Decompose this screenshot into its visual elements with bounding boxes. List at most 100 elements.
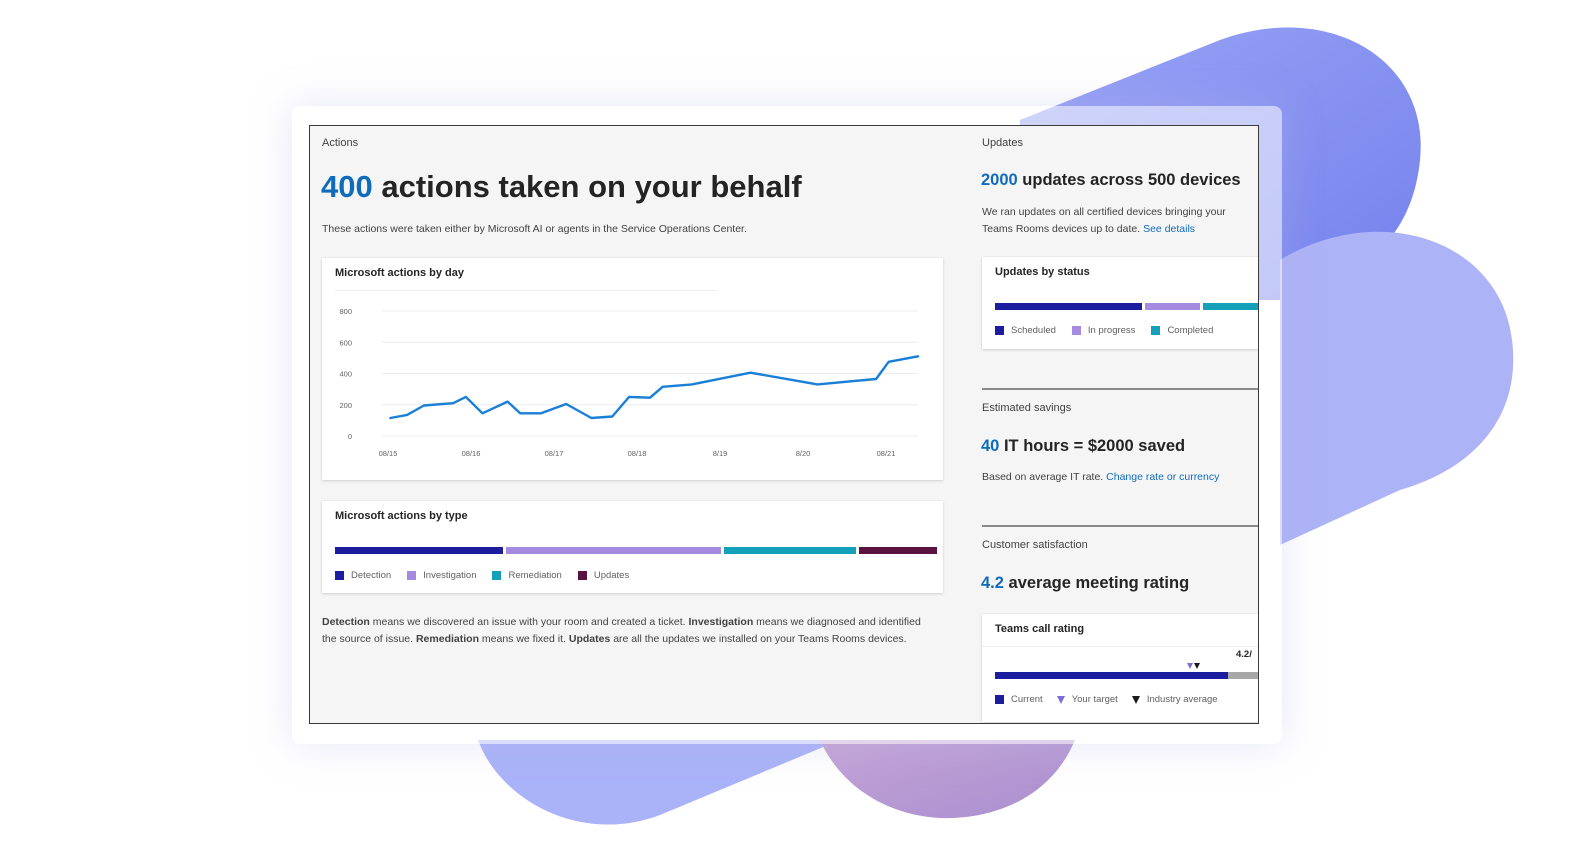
actions-series-line (389, 355, 920, 420)
legend-completed: Completed (1151, 325, 1213, 336)
satisfaction-headline-text: average meeting rating (1003, 574, 1190, 592)
footnote-updates-term: Updates (568, 633, 611, 645)
detection-swatch (335, 571, 344, 580)
satisfaction-headline: 4.2 average meeting rating (981, 574, 1189, 593)
updates-headline: 2000 updates across 500 devices (981, 171, 1241, 190)
y-tick-label: 800 (339, 307, 352, 316)
savings-headline-text: IT hours = $2000 saved (999, 437, 1186, 455)
footnote-detection-desc: means we discovered an issue with your r… (369, 616, 689, 628)
legend-current-label: Current (1011, 694, 1043, 705)
updates-by-status-card: Updates by status Scheduled In progress … (982, 257, 1258, 349)
footnote-remediation-desc: means we fixed it. (478, 633, 569, 645)
legend-your-target-label: Your target (1071, 694, 1118, 705)
legend-detection: Detection (335, 570, 391, 581)
x-tick-label: 08/18 (628, 449, 647, 458)
industry-average-legend-icon (1131, 695, 1140, 704)
updates-section-label: Updates (982, 137, 1023, 149)
legend-detection-label: Detection (351, 570, 392, 581)
remaining-rating-segment (1227, 672, 1258, 679)
scheduled-swatch (995, 326, 1004, 335)
remediation-segment (724, 547, 857, 554)
legend-completed-label: Completed (1167, 325, 1214, 336)
your-target-legend-icon (1056, 695, 1065, 704)
updates-by-status-legend: Scheduled In progress Completed (995, 325, 1213, 336)
legend-scheduled: Scheduled (995, 325, 1056, 336)
legend-industry-average: Industry average (1131, 694, 1218, 705)
x-tick-label: 08/15 (379, 449, 398, 458)
y-tick-label: 600 (339, 338, 352, 347)
bg-blob-right (1280, 231, 1514, 545)
legend-investigation: Investigation (407, 570, 476, 581)
x-tick-label: 08/21 (877, 449, 896, 458)
actions-by-type-title: Microsoft actions by type (335, 510, 468, 522)
x-tick-label: 8/19 (713, 449, 728, 458)
actions-headline: 400 actions taken on your behalf (321, 169, 802, 205)
legend-industry-average-label: Industry average (1146, 694, 1218, 705)
teams-call-rating-card: Teams call rating 4.2/ Current Your targ… (982, 614, 1258, 722)
footnote-investigation-desc: means we diagnosed and identified the so… (322, 616, 921, 645)
footnote-detection-term: Detection (322, 616, 370, 628)
x-tick-label: 8/20 (796, 449, 811, 458)
updates-headline-text: updates across 500 devices (1017, 171, 1241, 189)
updates-by-status-title: Updates by status (995, 266, 1090, 278)
dashboard-panel: Actions 400 actions taken on your behalf… (309, 125, 1259, 724)
card-title-divider (335, 290, 717, 291)
legend-your-target: Your target (1056, 694, 1118, 705)
actions-by-day-card: Microsoft actions by day 0 200 400 600 800 08… (322, 258, 943, 480)
footnote-remediation-term: Remediation (415, 633, 479, 645)
in-progress-segment (1144, 303, 1201, 310)
savings-section-label: Estimated savings (982, 402, 1072, 414)
legend-current: Current (995, 694, 1043, 705)
satisfaction-section-label: Customer satisfaction (982, 539, 1088, 551)
rating-markers (1187, 663, 1200, 669)
x-tick-label: 08/17 (545, 449, 564, 458)
legend-remediation: Remediation (492, 570, 562, 581)
y-tick-label: 0 (348, 432, 352, 441)
see-details-link[interactable]: See details (1143, 223, 1196, 235)
remediation-swatch (492, 571, 502, 580)
actions-by-type-bar (335, 547, 937, 554)
footnote-updates-desc: are all the updates we installed on your… (610, 633, 907, 645)
footnote-investigation-term: Investigation (688, 616, 754, 628)
legend-updates-label: Updates (593, 570, 630, 581)
satisfaction-rating: 4.2 (981, 574, 1004, 592)
savings-description-text: Based on average IT rate. (982, 471, 1104, 483)
updates-description-text: We ran updates on all certified devices … (982, 206, 1226, 235)
actions-by-type-legend: Detection Investigation Remediation Upda… (335, 570, 629, 581)
y-tick-label: 200 (339, 401, 352, 410)
completed-swatch (1151, 326, 1161, 335)
teams-call-rating-bar (995, 672, 1258, 679)
rating-value-label: 4.2/ (1236, 649, 1252, 660)
actions-count: 400 (321, 169, 373, 204)
y-tick-label: 400 (339, 370, 352, 379)
bg-blob-bottom-left (478, 740, 840, 825)
legend-remediation-label: Remediation (508, 570, 562, 581)
legend-investigation-label: Investigation (423, 570, 477, 581)
actions-by-type-card: Microsoft actions by type Detection Inve… (322, 501, 943, 593)
savings-hours: 40 (981, 437, 1000, 455)
teams-call-rating-title: Teams call rating (995, 623, 1085, 635)
rating-card-divider (982, 646, 1258, 647)
updates-count: 2000 (981, 171, 1018, 189)
industry-average-marker (1194, 663, 1200, 669)
legend-in-progress: In progress (1071, 325, 1136, 336)
actions-headline-text: actions taken on your behalf (372, 169, 802, 204)
actions-section-label: Actions (322, 137, 359, 149)
savings-divider (982, 388, 1258, 390)
change-rate-link[interactable]: Change rate or currency (1106, 471, 1220, 483)
completed-segment (1203, 303, 1258, 310)
actions-footnote: Detection means we discovered an issue w… (322, 614, 934, 648)
in-progress-swatch (1071, 326, 1081, 335)
legend-scheduled-label: Scheduled (1011, 325, 1056, 336)
x-tick-label: 08/16 (462, 449, 481, 458)
scheduled-segment (995, 303, 1142, 310)
legend-updates: Updates (577, 570, 630, 581)
updates-swatch (577, 571, 587, 580)
legend-in-progress-label: In progress (1087, 325, 1136, 336)
teams-call-rating-legend: Current Your target Industry average (995, 694, 1218, 705)
investigation-swatch (407, 571, 417, 580)
investigation-segment (505, 547, 722, 554)
actions-by-day-title: Microsoft actions by day (335, 267, 464, 279)
actions-by-day-chart: 0 200 400 600 800 08/15 08/16 08/17 08/18 8/19 8/2… (339, 307, 920, 458)
updates-by-status-bar (995, 303, 1258, 310)
